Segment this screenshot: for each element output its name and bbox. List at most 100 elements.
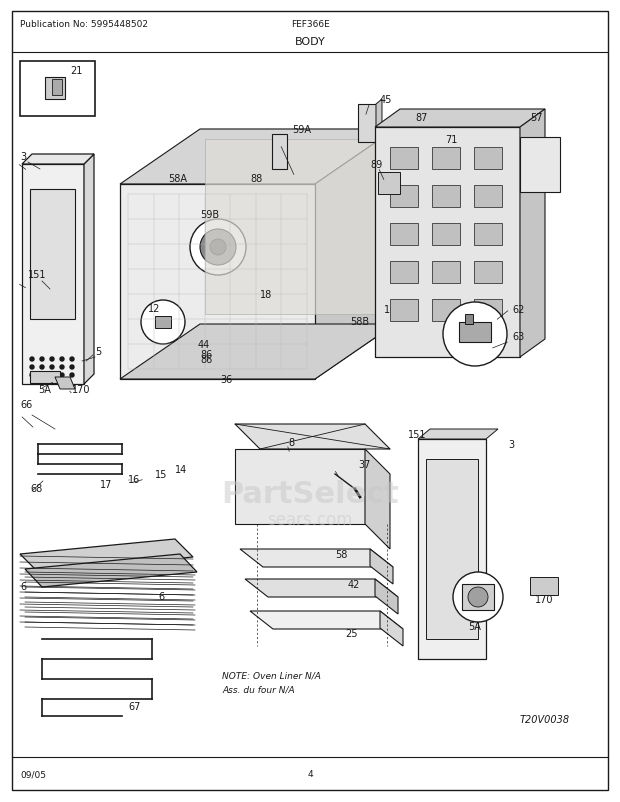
Text: 3: 3 xyxy=(508,439,514,449)
Text: 68: 68 xyxy=(30,484,42,493)
Circle shape xyxy=(50,358,54,362)
Bar xyxy=(30,371,60,383)
Text: 59A: 59A xyxy=(292,125,311,135)
Polygon shape xyxy=(22,155,94,164)
Text: 5: 5 xyxy=(95,346,101,357)
Bar xyxy=(432,186,460,208)
Text: 21: 21 xyxy=(70,66,82,76)
Polygon shape xyxy=(375,110,545,128)
Polygon shape xyxy=(120,130,395,184)
Text: 42: 42 xyxy=(348,579,360,589)
Text: 17: 17 xyxy=(100,480,112,489)
Circle shape xyxy=(453,573,503,622)
Circle shape xyxy=(70,358,74,362)
Bar xyxy=(432,148,460,170)
Bar xyxy=(390,300,418,322)
Bar xyxy=(432,224,460,245)
Polygon shape xyxy=(365,449,390,549)
Polygon shape xyxy=(20,539,193,573)
Bar xyxy=(378,172,400,195)
Bar xyxy=(390,224,418,245)
Polygon shape xyxy=(22,164,84,384)
Text: BODY: BODY xyxy=(294,37,326,47)
Bar xyxy=(52,80,62,96)
Text: 63: 63 xyxy=(512,331,525,342)
Polygon shape xyxy=(235,424,390,449)
Text: 14: 14 xyxy=(175,464,187,475)
Bar xyxy=(530,577,558,595)
Text: 45: 45 xyxy=(380,95,392,105)
Bar xyxy=(474,300,502,322)
Circle shape xyxy=(30,366,34,370)
Polygon shape xyxy=(376,100,382,143)
Bar xyxy=(418,439,486,659)
Polygon shape xyxy=(200,130,395,325)
Circle shape xyxy=(60,358,64,362)
Text: 71: 71 xyxy=(445,135,458,145)
Circle shape xyxy=(60,366,64,370)
Text: 36: 36 xyxy=(220,375,232,384)
Bar xyxy=(30,190,75,320)
Text: 170: 170 xyxy=(72,384,91,395)
Text: 8: 8 xyxy=(288,437,294,448)
Text: 87: 87 xyxy=(415,113,427,123)
Circle shape xyxy=(468,587,488,607)
Text: 66: 66 xyxy=(20,399,32,410)
Text: 1: 1 xyxy=(384,305,390,314)
Text: 86: 86 xyxy=(200,354,212,365)
Bar xyxy=(474,224,502,245)
Text: 151: 151 xyxy=(28,269,46,280)
Text: 3: 3 xyxy=(20,152,26,162)
Text: 09/05: 09/05 xyxy=(20,770,46,779)
Polygon shape xyxy=(315,130,395,379)
Text: 86: 86 xyxy=(200,350,212,359)
Polygon shape xyxy=(235,449,365,525)
Polygon shape xyxy=(370,549,393,585)
Polygon shape xyxy=(245,579,398,597)
Polygon shape xyxy=(250,611,403,630)
Polygon shape xyxy=(45,78,65,100)
Polygon shape xyxy=(205,140,390,314)
Text: 25: 25 xyxy=(345,628,358,638)
Text: 4: 4 xyxy=(307,770,313,779)
Text: 58B: 58B xyxy=(350,317,369,326)
Text: FEF366E: FEF366E xyxy=(291,20,329,29)
Bar xyxy=(20,62,95,117)
Text: 67: 67 xyxy=(128,701,140,711)
Bar xyxy=(432,300,460,322)
Polygon shape xyxy=(520,110,545,358)
Circle shape xyxy=(50,366,54,370)
Bar xyxy=(474,148,502,170)
Bar xyxy=(272,135,287,170)
Text: 151: 151 xyxy=(408,429,427,439)
Polygon shape xyxy=(25,554,197,587)
Circle shape xyxy=(141,301,185,345)
Text: Publication No: 5995448502: Publication No: 5995448502 xyxy=(20,20,148,29)
Bar xyxy=(390,186,418,208)
Text: 170: 170 xyxy=(535,594,554,604)
Polygon shape xyxy=(380,611,403,646)
Text: 18: 18 xyxy=(260,290,272,300)
Polygon shape xyxy=(120,184,315,379)
Bar xyxy=(474,261,502,284)
Circle shape xyxy=(40,366,44,370)
Circle shape xyxy=(30,374,34,378)
Bar xyxy=(465,314,473,325)
Text: 58A: 58A xyxy=(168,174,187,184)
Circle shape xyxy=(70,366,74,370)
Circle shape xyxy=(200,229,236,265)
Text: 62: 62 xyxy=(512,305,525,314)
Text: 15: 15 xyxy=(155,469,167,480)
Text: PartSelect: PartSelect xyxy=(221,480,399,508)
Text: 44: 44 xyxy=(198,339,210,350)
Bar xyxy=(426,460,478,639)
Text: 5A: 5A xyxy=(468,622,481,631)
Text: 59B: 59B xyxy=(200,210,219,220)
Circle shape xyxy=(443,302,507,367)
Bar xyxy=(358,105,376,143)
Circle shape xyxy=(30,358,34,362)
Bar xyxy=(459,322,491,342)
Bar xyxy=(462,585,494,610)
Text: 57: 57 xyxy=(530,113,542,123)
Text: sears.com: sears.com xyxy=(267,510,353,529)
